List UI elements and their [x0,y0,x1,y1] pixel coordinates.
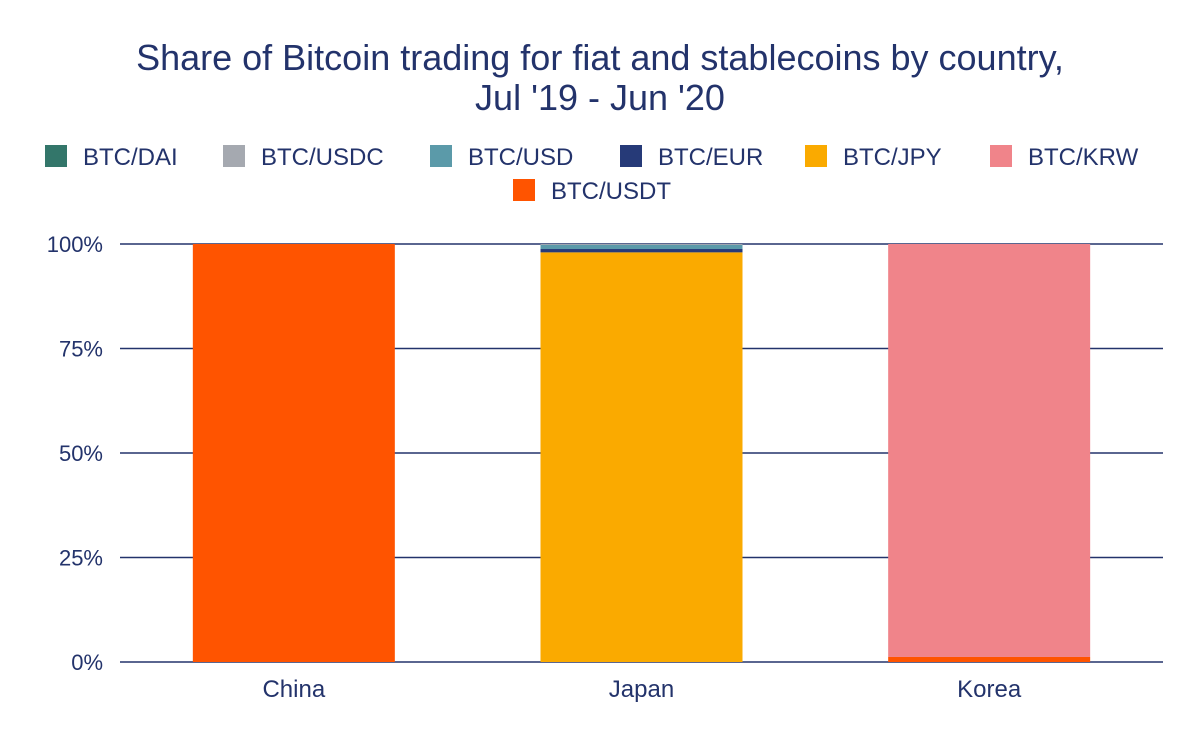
y-tick-label-75: 75% [59,337,103,362]
legend-item-btc-jpy: BTC/JPY [805,144,942,171]
y-tick-label-100: 100% [47,232,103,257]
bar-japan-btc-usdc [540,244,743,245]
legend-label-btc-dai: BTC/DAI [83,144,178,171]
y-axis-tick-labels: 0% 25% 50% 75% 100% [47,232,103,675]
x-category-label-korea: Korea [957,676,1022,703]
legend-swatch-btc-usdc [223,145,245,167]
legend-swatch-btc-usd [430,145,452,167]
legend-label-btc-eur: BTC/EUR [658,144,763,171]
legend-item-btc-usdt: BTC/USDT [513,178,671,205]
legend-label-btc-krw: BTC/KRW [1028,144,1139,171]
x-category-label-japan: Japan [609,676,674,703]
bar-japan-btc-eur [540,249,743,253]
legend-item-btc-usdc: BTC/USDC [223,144,384,171]
legend-label-btc-jpy: BTC/JPY [843,144,942,171]
x-category-label-china: China [262,676,325,703]
legend-swatch-btc-dai [45,145,67,167]
chart-title-line-1: Share of Bitcoin trading for fiat and st… [136,37,1064,78]
legend: BTC/DAI BTC/USDC BTC/USD BTC/EUR BTC/JPY BTC/… [45,144,1139,205]
legend-swatch-btc-eur [620,145,642,167]
legend-label-btc-usdc: BTC/USDC [261,144,384,171]
bar-china-btc-usdt [192,244,395,662]
y-tick-label-50: 50% [59,441,103,466]
bar-korea-btc-krw [888,244,1091,657]
bar-japan-btc-usd [540,244,743,250]
y-tick-label-25: 25% [59,546,103,571]
y-tick-label-0: 0% [71,650,103,675]
bar-korea-btc-usdt [888,656,1091,662]
legend-item-btc-usd: BTC/USD [430,144,573,171]
chart-title: Share of Bitcoin trading for fiat and st… [136,37,1064,118]
bars [192,244,1091,663]
legend-label-btc-usdt: BTC/USDT [551,178,671,205]
bar-japan-btc-jpy [540,252,743,663]
x-axis-category-labels: China Japan Korea [262,676,1021,703]
legend-label-btc-usd: BTC/USD [468,144,573,171]
legend-item-btc-dai: BTC/DAI [45,144,178,171]
legend-item-btc-eur: BTC/EUR [620,144,763,171]
legend-swatch-btc-usdt [513,179,535,201]
legend-swatch-btc-krw [990,145,1012,167]
legend-swatch-btc-jpy [805,145,827,167]
chart-title-line-2: Jul '19 - Jun '20 [475,77,725,118]
legend-item-btc-krw: BTC/KRW [990,144,1139,171]
